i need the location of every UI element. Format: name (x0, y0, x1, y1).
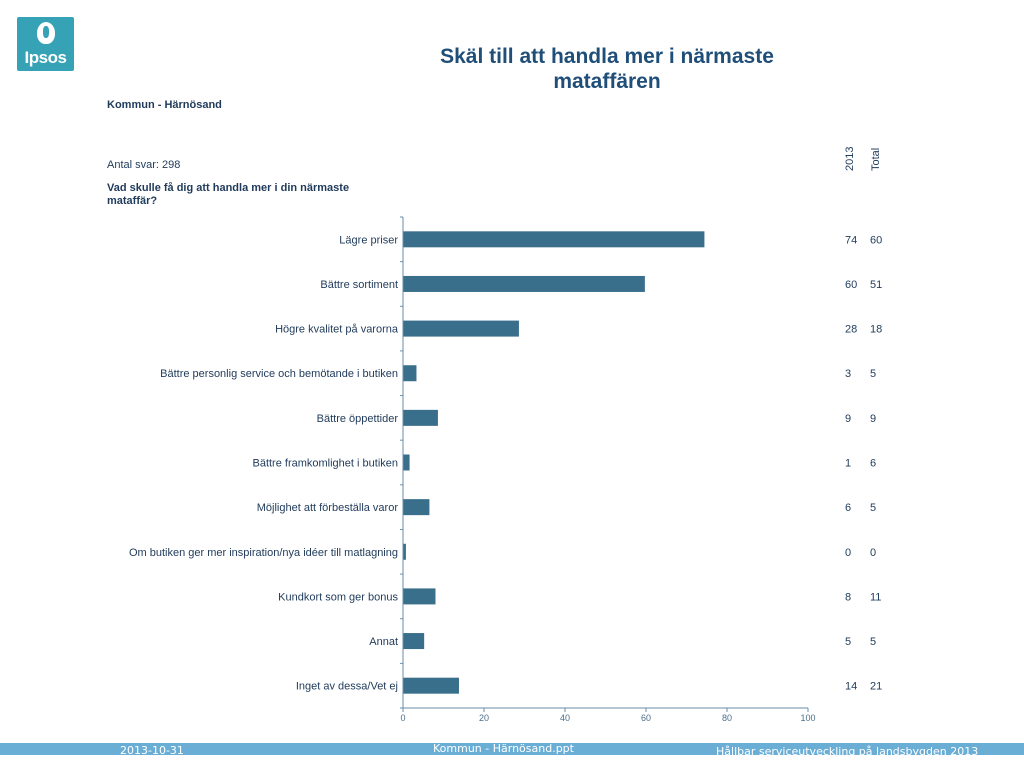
category-label: Högre kvalitet på varorna (275, 324, 399, 336)
value-total: 6 (870, 458, 876, 470)
bar (403, 454, 410, 471)
footer-project: Hållbar serviceutveckling på landsbygden… (716, 745, 979, 758)
bar (403, 231, 705, 248)
value-total: 60 (870, 234, 882, 246)
bar (403, 499, 430, 516)
footer-bar (0, 743, 1024, 755)
value-2013: 60 (845, 279, 857, 291)
value-total: 5 (870, 502, 876, 514)
value-2013: 6 (845, 502, 851, 514)
value-2013: 28 (845, 324, 857, 336)
value-2013: 74 (845, 234, 857, 246)
logo-drop-icon (37, 22, 55, 44)
value-2013: 5 (845, 636, 851, 648)
value-2013: 1 (845, 458, 851, 470)
value-2013: 8 (845, 591, 851, 603)
category-label: Bättre personlig service och bemötande i… (160, 368, 398, 380)
chart-title: Skäl till att handla mer i närmaste mata… (440, 45, 774, 93)
value-total: 51 (870, 279, 882, 291)
bar (403, 633, 425, 650)
category-label: Om butiken ger mer inspiration/nya idéer… (129, 547, 398, 559)
value-2013: 9 (845, 413, 851, 425)
value-total: 5 (870, 368, 876, 380)
value-total: 0 (870, 547, 876, 559)
kommun-label: Kommun - Härnösand (107, 99, 222, 111)
value-total: 5 (870, 636, 876, 648)
x-tick-label: 40 (560, 713, 570, 723)
category-label: Bättre framkomlighet i butiken (252, 458, 398, 470)
bar (403, 275, 645, 292)
category-label: Möjlighet att förbeställa varor (257, 502, 399, 514)
value-total: 18 (870, 324, 882, 336)
category-label: Kundkort som ger bonus (278, 591, 398, 603)
value-2013: 0 (845, 547, 851, 559)
category-label: Bättre öppettider (317, 413, 399, 425)
footer-file: Kommun - Härnösand.ppt (433, 742, 574, 755)
value-total: 11 (870, 591, 881, 603)
category-label: Bättre sortiment (320, 279, 398, 291)
bar (403, 543, 406, 560)
bar (403, 677, 459, 694)
value-2013: 3 (845, 368, 851, 380)
category-label: Annat (369, 636, 398, 648)
category-label: Lägre priser (339, 234, 398, 246)
question-text: Vad skulle få dig att handla mer i din n… (107, 182, 350, 207)
x-tick-label: 100 (800, 713, 815, 723)
antal-svar: Antal svar: 298 (107, 159, 181, 171)
x-tick-label: 80 (722, 713, 732, 723)
value-total: 9 (870, 413, 876, 425)
x-tick-label: 20 (479, 713, 489, 723)
category-label: Inget av dessa/Vet ej (296, 681, 398, 693)
bar (403, 588, 436, 605)
value-2013: 14 (845, 681, 857, 693)
value-total: 21 (870, 681, 882, 693)
x-tick-label: 0 (400, 713, 405, 723)
ipsos-logo: Ipsos (17, 17, 74, 71)
footer-date: 2013-10-31 (120, 744, 184, 757)
bar (403, 409, 438, 426)
logo-text: Ipsos (24, 48, 67, 67)
bar (403, 320, 519, 337)
x-tick-label: 60 (641, 713, 651, 723)
bar (403, 365, 417, 382)
